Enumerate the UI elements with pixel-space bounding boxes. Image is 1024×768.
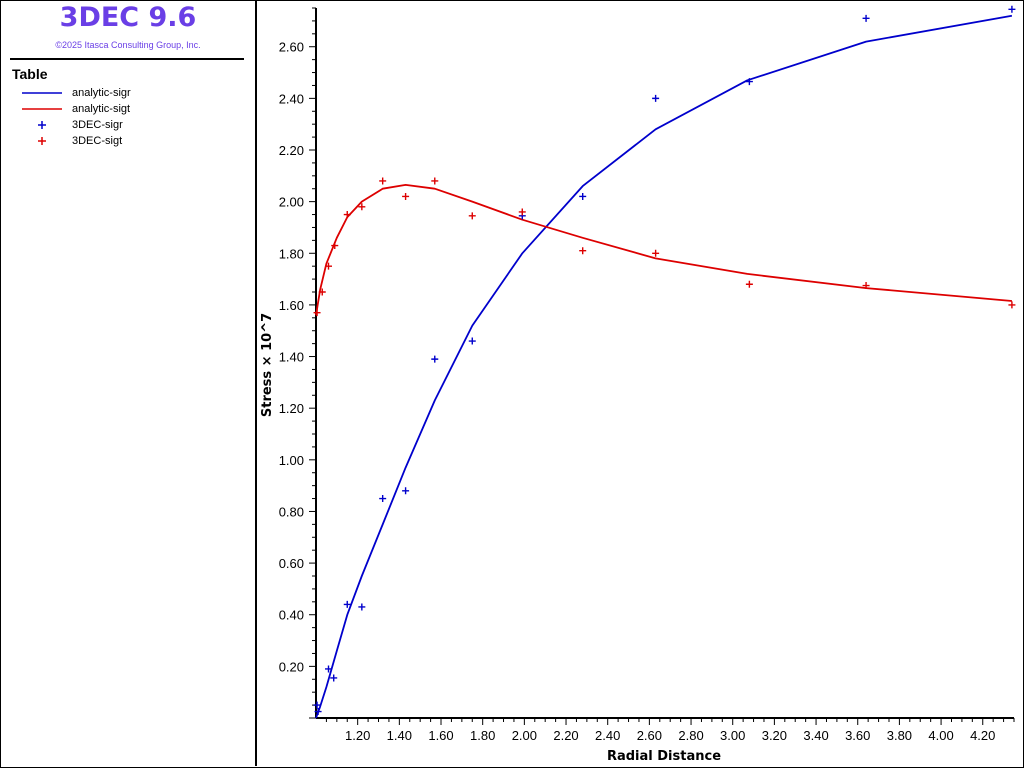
data-point-3dec-sigr [314, 708, 322, 716]
x-tick-label: 3.00 [720, 728, 745, 743]
x-tick-label: 2.20 [553, 728, 578, 743]
y-tick-label: 2.20 [279, 143, 304, 158]
chart-axes: 0.20 0.40 0.60 0.80 1.00 1.20 1.40 1.60 1.80 2.00… [279, 7, 1015, 743]
data-point-3dec-sigt [431, 177, 439, 185]
legend-label: analytic-sigr [72, 87, 131, 99]
y-tick-label: 0.60 [279, 556, 304, 571]
copyright-notice: ©2025 Itasca Consulting Group, Inc. [55, 40, 201, 50]
legend-label: analytic-sigt [72, 103, 131, 115]
data-point-3dec-sigt [402, 192, 410, 200]
x-axis-label: Radial Distance [607, 749, 721, 764]
data-point-3dec-sigt [579, 247, 587, 255]
data-point-3dec-sigr [325, 665, 333, 673]
data-point-3dec-sigt [343, 211, 351, 219]
x-tick-label: 3.20 [762, 728, 787, 743]
legend-label: 3DEC-sigr [72, 119, 123, 131]
legend-marker-swatch [38, 137, 46, 145]
x-tick-label: 3.40 [803, 728, 828, 743]
y-tick-label: 1.00 [279, 453, 304, 468]
data-point-3dec-sigr [343, 600, 351, 608]
data-point-3dec-sigr [579, 192, 587, 200]
x-tick-label: 2.80 [678, 728, 703, 743]
stress-chart[interactable]: 0.20 0.40 0.60 0.80 1.00 1.20 1.40 1.60 1.80 2.00… [256, 0, 1022, 766]
x-tick-label: 2.00 [512, 728, 537, 743]
x-tick-label: 3.60 [845, 728, 870, 743]
legend-line-swatch [22, 92, 62, 94]
y-tick-label: 1.40 [279, 350, 304, 365]
data-point-3dec-sigt [518, 208, 526, 216]
data-point-3dec-sigr [745, 78, 753, 86]
y-tick-label: 2.60 [279, 40, 304, 55]
legend-heading: Table [12, 66, 48, 82]
y-tick-label: 2.40 [279, 91, 304, 106]
data-point-3dec-sigt [652, 249, 660, 257]
series-line-analytic-sigr [315, 14, 1013, 719]
legend-panel [1, 1, 257, 766]
data-point-3dec-sigr [431, 355, 439, 363]
x-tick-label: 1.80 [470, 728, 495, 743]
data-point-3dec-sigr [468, 337, 476, 345]
x-tick-label: 1.20 [345, 728, 370, 743]
data-point-3dec-sigr [313, 701, 321, 709]
data-point-3dec-sigr [402, 487, 410, 495]
y-tick-label: 0.20 [279, 659, 304, 674]
data-point-3dec-sigt [745, 280, 753, 288]
y-tick-label: 2.00 [279, 195, 304, 210]
data-point-3dec-sigt [318, 288, 326, 296]
app-title: 3DEC 9.6 [59, 2, 197, 33]
legend-item-analytic-sigt[interactable]: analytic-sigt [22, 102, 242, 118]
x-tick-label: 1.60 [428, 728, 453, 743]
data-point-3dec-sigt [313, 309, 321, 317]
data-point-3dec-sigt [358, 203, 366, 211]
data-point-3dec-sigr [330, 674, 338, 682]
x-tick-label: 2.60 [637, 728, 662, 743]
y-tick-label: 1.80 [279, 246, 304, 261]
chart-series [313, 5, 1016, 719]
y-tick-label: 1.60 [279, 298, 304, 313]
data-point-3dec-sigr [379, 495, 387, 503]
legend-item-analytic-sigr[interactable]: analytic-sigr [22, 86, 242, 102]
data-point-3dec-sigr [652, 94, 660, 102]
y-tick-label: 1.20 [279, 401, 304, 416]
x-tick-label: 4.20 [970, 728, 995, 743]
data-point-3dec-sigt [379, 177, 387, 185]
y-tick-label: 0.80 [279, 504, 304, 519]
series-line-analytic-sigt [315, 183, 1012, 316]
legend-item-3dec-sigr[interactable]: 3DEC-sigr [22, 118, 242, 134]
x-tick-label: 2.40 [595, 728, 620, 743]
y-axis-label: Stress × 10^7 [260, 313, 275, 417]
data-point-3dec-sigt [468, 212, 476, 220]
legend-line-swatch [22, 108, 62, 110]
data-point-3dec-sigr [862, 14, 870, 22]
legend-marker-swatch [38, 121, 46, 129]
legend-item-3dec-sigt[interactable]: 3DEC-sigt [22, 134, 242, 150]
data-point-3dec-sigt [1008, 301, 1016, 309]
title-divider [10, 58, 244, 60]
x-tick-label: 4.00 [928, 728, 953, 743]
x-tick-label: 1.40 [387, 728, 412, 743]
data-point-3dec-sigr [1008, 5, 1016, 13]
y-tick-label: 0.40 [279, 608, 304, 623]
x-tick-label: 3.80 [887, 728, 912, 743]
data-point-3dec-sigt [862, 282, 870, 290]
data-point-3dec-sigt [325, 262, 333, 270]
data-point-3dec-sigr [358, 603, 366, 611]
data-point-3dec-sigt [331, 242, 339, 250]
legend-label: 3DEC-sigt [72, 135, 123, 147]
